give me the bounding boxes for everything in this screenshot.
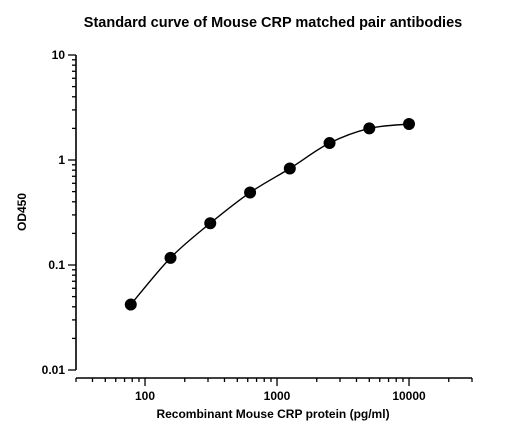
- x-tick-label: 1000: [264, 389, 291, 403]
- data-points: [124, 118, 416, 311]
- y-tick-label: 0.01: [42, 363, 66, 377]
- data-point: [204, 217, 217, 230]
- data-point: [124, 298, 137, 311]
- y-axis-ticks: 0.01 0.1 1 10: [42, 48, 76, 377]
- x-tick-label: 10000: [392, 389, 426, 403]
- x-axis-ticks: 100 1000 10000: [75, 378, 473, 403]
- fit-curve: [130, 123, 410, 306]
- data-point: [403, 118, 416, 131]
- x-tick-label: 100: [135, 389, 155, 403]
- y-tick-label: 0.1: [48, 258, 65, 272]
- data-point: [323, 137, 336, 150]
- data-point: [244, 186, 257, 199]
- data-point: [164, 251, 177, 264]
- y-tick-label: 1: [58, 153, 65, 167]
- data-point: [283, 162, 296, 175]
- chart-title: Standard curve of Mouse CRP matched pair…: [84, 15, 462, 31]
- y-axis-label: OD450: [15, 193, 29, 231]
- data-point: [363, 122, 376, 135]
- x-axis-label: Recombinant Mouse CRP protein (pg/ml): [156, 407, 389, 421]
- y-tick-label: 10: [52, 48, 66, 62]
